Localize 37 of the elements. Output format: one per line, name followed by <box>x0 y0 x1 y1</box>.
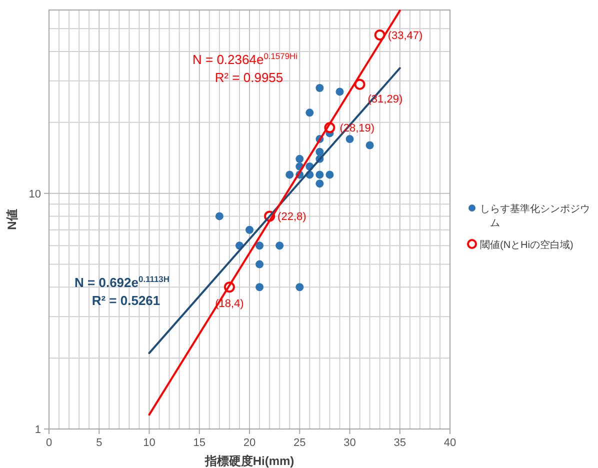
x-axis-title: 指標硬度Hi(mm) <box>204 454 294 468</box>
point <box>316 170 324 179</box>
x-tick-label: 40 <box>444 437 456 449</box>
x-tick-label: 10 <box>143 437 156 449</box>
x-tick-label: 15 <box>193 437 206 449</box>
annotation: R² = 0.5261 <box>92 293 160 308</box>
point <box>286 170 294 179</box>
annotation: N = 0.2364e$^{0.1579Hi}$ <box>192 51 298 67</box>
x-tick-label: 5 <box>96 437 102 449</box>
point <box>316 84 324 92</box>
annotation: R² = 0.9955 <box>214 70 284 85</box>
annotation: (22,8) <box>278 211 306 224</box>
x-tick-label: 30 <box>344 437 356 449</box>
point <box>296 283 304 292</box>
annotation: (33,47) <box>388 30 423 42</box>
point <box>246 226 254 234</box>
point <box>296 154 304 163</box>
x-tick-label: 0 <box>46 437 52 449</box>
point <box>256 283 264 292</box>
point <box>256 242 264 250</box>
point <box>346 135 354 144</box>
x-tick-label: 25 <box>294 437 306 449</box>
point <box>306 108 314 117</box>
x-tick-label: 20 <box>243 437 256 449</box>
point <box>336 88 344 96</box>
point <box>215 212 224 220</box>
point <box>326 170 334 179</box>
annotation: N = 0.692e$^{0.1113H}$ <box>74 274 170 290</box>
point <box>316 180 324 188</box>
point <box>256 260 264 268</box>
y-axis-title: N値 <box>5 209 19 230</box>
x-tick-label: 35 <box>394 437 406 449</box>
y-tick-label: 1 <box>34 424 41 436</box>
point <box>354 78 366 90</box>
point <box>276 242 284 250</box>
point <box>366 141 374 150</box>
point <box>316 148 324 156</box>
